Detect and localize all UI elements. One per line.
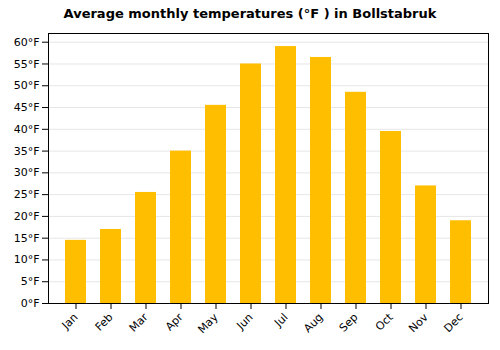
svg-text:Jan: Jan	[59, 311, 81, 333]
svg-text:35°F: 35°F	[14, 145, 40, 158]
svg-text:30°F: 30°F	[14, 166, 40, 179]
svg-text:20°F: 20°F	[14, 210, 40, 223]
svg-text:Oct: Oct	[373, 310, 396, 333]
svg-text:Sep: Sep	[337, 311, 361, 335]
svg-text:Aug: Aug	[301, 311, 325, 335]
svg-text:25°F: 25°F	[14, 188, 40, 201]
svg-text:Jul: Jul	[271, 311, 290, 330]
svg-text:5°F: 5°F	[21, 275, 40, 288]
svg-text:10°F: 10°F	[14, 253, 40, 266]
svg-text:Jun: Jun	[234, 311, 256, 333]
svg-text:60°F: 60°F	[14, 36, 40, 49]
svg-text:55°F: 55°F	[14, 58, 40, 71]
svg-text:Mar: Mar	[127, 310, 151, 334]
svg-text:0°F: 0°F	[21, 297, 40, 310]
svg-text:40°F: 40°F	[14, 123, 40, 136]
svg-text:15°F: 15°F	[14, 232, 40, 245]
html-text:Average monthly temperatures (: Average monthly temperatures (°F ) in Bo…	[63, 6, 437, 21]
svg-text:May: May	[195, 310, 221, 336]
svg-text:50°F: 50°F	[14, 79, 40, 92]
svg-text:45°F: 45°F	[14, 101, 40, 114]
svg-text:Nov: Nov	[406, 310, 431, 335]
svg-text:Apr: Apr	[163, 310, 186, 333]
svg-text:Feb: Feb	[93, 311, 116, 334]
svg-text:Dec: Dec	[441, 311, 465, 335]
